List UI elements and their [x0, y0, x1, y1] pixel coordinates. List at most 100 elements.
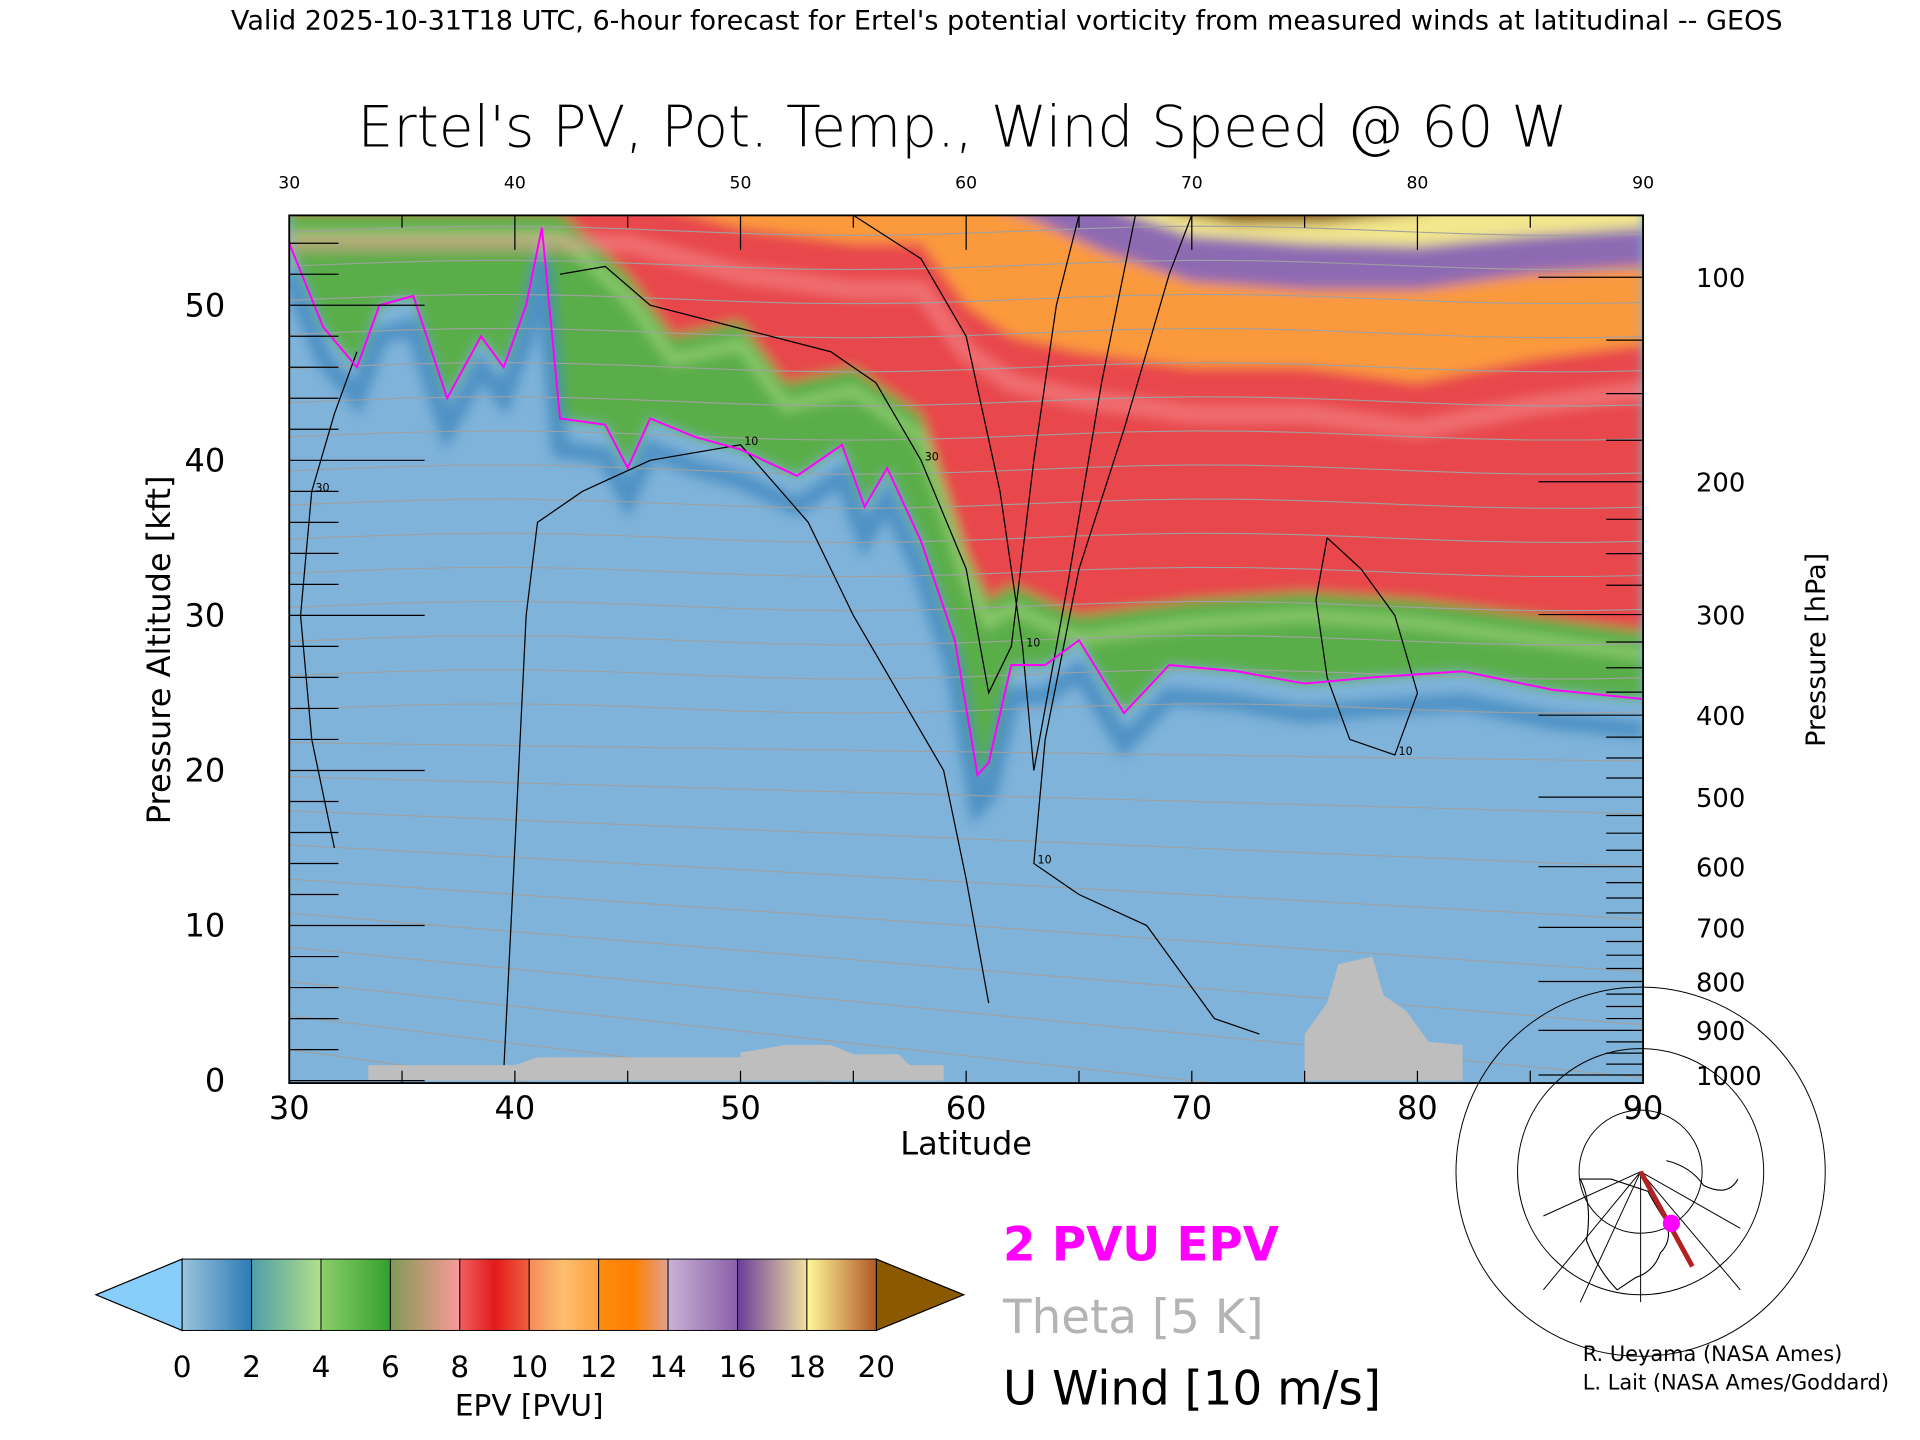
y2-axis-label: Pressure [hPa] [1801, 553, 1832, 747]
theta-contour [289, 600, 1644, 612]
y-tick-label: 10 [185, 907, 226, 945]
theta-contour [289, 430, 1644, 441]
plot-area: 30 10 10 10 10 30 [289, 192, 1644, 1084]
colorbar-tick-label: 6 [381, 1350, 400, 1384]
meridian [1543, 1171, 1641, 1217]
x-top-tick-label: 70 [1181, 173, 1203, 193]
theta-contour [289, 293, 1644, 305]
theta-contour [289, 259, 1644, 271]
y2-tick-label: 200 [1696, 469, 1745, 499]
wind-contour-label: 10 [1399, 745, 1413, 758]
y2-tick-label: 600 [1696, 854, 1745, 884]
latitude-circle [1455, 986, 1826, 1357]
y2-tick-label: 800 [1696, 968, 1745, 998]
colorbar-tick-label: 10 [510, 1350, 548, 1384]
theta-contour [289, 980, 1220, 1084]
colorbar-segment [806, 1258, 877, 1331]
theta-contour [289, 396, 1644, 407]
x-tick-label: 70 [1171, 1089, 1212, 1127]
x-tick-label: 90 [1623, 1089, 1664, 1127]
y-tick-label: 0 [205, 1062, 225, 1100]
colorbar-tick-label: 0 [173, 1350, 192, 1384]
x-top-tick-label: 40 [504, 173, 526, 193]
x-top-tick-label: 50 [730, 173, 752, 193]
wind-contour [559, 215, 1080, 695]
pv-band-highlight [289, 234, 1644, 439]
x-axis-label: Latitude [900, 1124, 1032, 1162]
chart-title: Ertel's PV, Pot. Temp., Wind Speed @ 60 … [358, 94, 1568, 160]
colorbar-segment [528, 1258, 600, 1331]
colorbar-under-triangle [94, 1258, 183, 1332]
theta-contour [289, 878, 1644, 973]
theta-contour [289, 912, 1644, 1026]
x-tick-label: 40 [495, 1089, 536, 1127]
y-axis-label: Pressure Altitude [kft] [140, 475, 178, 824]
meridian [1579, 1171, 1642, 1303]
y-tick-label: 20 [185, 752, 226, 790]
credit-line-1: R. Ueyama (NASA Ames) [1583, 1342, 1843, 1366]
meridian [1640, 1171, 1741, 1229]
y2-tick-label: 900 [1696, 1017, 1745, 1047]
colorbar-tick-label: 12 [580, 1350, 618, 1384]
y-tick-label: 40 [185, 441, 226, 479]
x-tick-label: 30 [269, 1089, 310, 1127]
wind-contour [852, 215, 1136, 771]
x-top-tick-label: 90 [1632, 173, 1654, 193]
y2-tick-label: 700 [1696, 914, 1745, 944]
colorbar-segment [389, 1258, 461, 1331]
y2-tick-label: 300 [1696, 601, 1745, 631]
wind-contour-label: 30 [315, 481, 329, 494]
section-marker [1662, 1214, 1680, 1232]
colorbar: 0 2 4 6 8 10 12 14 16 18 20 [94, 1258, 966, 1384]
meridian [1640, 1171, 1741, 1291]
colorbar-segment [598, 1258, 669, 1331]
inset-map [1455, 986, 1826, 1357]
theta-contour [289, 192, 1643, 201]
y2-tick-label: 1000 [1696, 1062, 1762, 1092]
wind-contour-label: 10 [1038, 854, 1052, 867]
wind-contour [503, 444, 990, 1073]
colorbar-over-triangle [875, 1258, 966, 1332]
x-tick-label: 80 [1397, 1089, 1438, 1127]
pv-band-highlight [289, 256, 1644, 826]
colorbar-tick-label: 2 [242, 1350, 261, 1384]
colorbar-segment [736, 1258, 808, 1331]
colorbar-segment [667, 1258, 738, 1331]
wind-contour-label: 30 [925, 450, 939, 463]
wind-contour [1033, 215, 1260, 1035]
x-tick-label: 60 [946, 1089, 987, 1127]
wind-contour-label: 10 [1026, 636, 1040, 649]
meridian [1543, 1171, 1641, 1291]
theta-contour [289, 669, 1644, 680]
colorbar-tick-label: 8 [450, 1350, 469, 1384]
legend-wind: U Wind [10 m/s] [1003, 1362, 1381, 1416]
theta-contour [289, 362, 1644, 373]
pv-band-above-pv20 [1186, 215, 1391, 225]
theta-contour [289, 532, 1644, 544]
colorbar-segment [181, 1258, 253, 1331]
colorbar-tick-label: 14 [649, 1350, 687, 1384]
colorbar-segment [251, 1258, 322, 1331]
colorbar-segment [320, 1258, 391, 1331]
theta-contour [289, 635, 1644, 646]
theta-contour [289, 566, 1644, 578]
y-tick-label: 30 [185, 596, 226, 634]
wind-contour-label: 10 [744, 435, 758, 448]
x-top-tick-label: 30 [278, 173, 300, 193]
legend-theta: Theta [5 K] [1002, 1291, 1264, 1345]
terrain-mask [1304, 956, 1463, 1081]
wind-contour [1315, 537, 1419, 756]
pv2-contour-line [289, 227, 1644, 778]
colorbar-tick-label: 18 [788, 1350, 826, 1384]
x-top-tick-label: 80 [1406, 173, 1428, 193]
y2-tick-label: 100 [1696, 264, 1745, 294]
theta-contour [289, 498, 1644, 509]
colorbar-segment [459, 1258, 530, 1331]
colorbar-tick-label: 4 [312, 1350, 331, 1384]
x-top-tick-label: 60 [955, 173, 977, 193]
terrain-mask [368, 1044, 944, 1081]
theta-contour [289, 810, 1644, 868]
y2-tick-label: 400 [1696, 702, 1745, 732]
